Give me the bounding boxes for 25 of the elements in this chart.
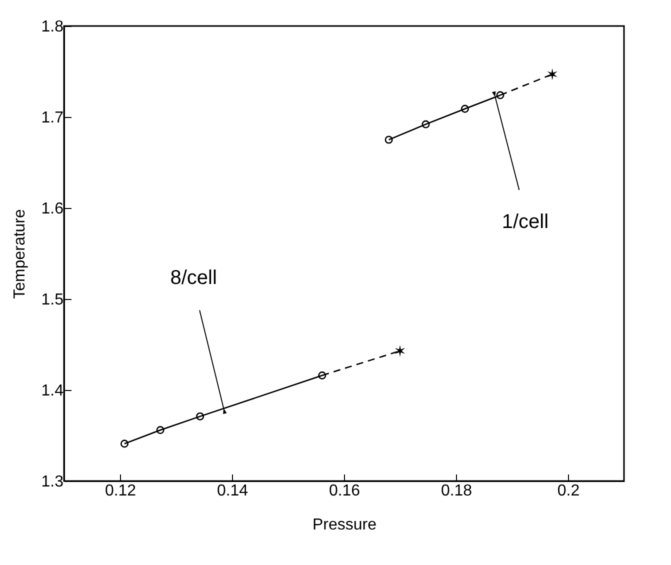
y-tick-label: 1.4 [41,382,64,400]
point [120,440,128,448]
point [496,91,504,100]
x-tick-label: 0.18 [440,482,472,500]
point [547,68,558,80]
point [318,371,326,380]
x-tick-label: 0.16 [328,482,360,500]
point [394,344,406,357]
point [422,120,430,128]
point [384,136,393,144]
point [460,104,469,113]
x-tick-label: 0.14 [216,482,248,500]
y-tick-label: 1.3 [41,474,64,490]
y-tick-label: 1.6 [41,200,64,218]
x-tick-label: 0.2 [557,482,580,500]
point [196,412,204,420]
y-tick-label: 1.8 [41,18,64,36]
x-tick-label: 0.12 [104,482,136,500]
y-tick-label: 1.7 [41,110,64,126]
x-axis-title: Pressure [312,516,377,534]
y-tick-label: 1.5 [41,292,64,308]
point [156,426,164,434]
y-axis-title: Temperature [11,208,28,299]
annotation: 8/cell [170,267,217,290]
annotation: 1/cell [502,210,549,233]
